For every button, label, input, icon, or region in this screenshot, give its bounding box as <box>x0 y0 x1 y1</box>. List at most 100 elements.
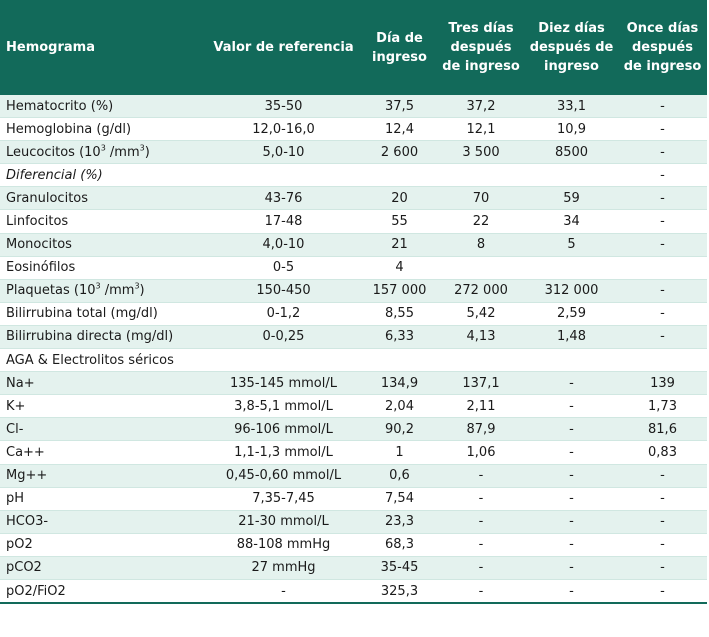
row-label: Cl- <box>0 417 205 442</box>
header-line: de ingreso <box>442 59 520 74</box>
row-label: Diferencial (%) <box>0 163 205 188</box>
cell-reference: 17-48 <box>205 209 362 234</box>
row-label: Granulocitos <box>0 186 205 211</box>
cell-day10: 2,59 <box>525 302 618 326</box>
label-text: ) <box>139 283 145 299</box>
header-line: Once días <box>626 21 699 36</box>
cell-day11 <box>618 348 707 373</box>
cell-day1: 55 <box>362 209 437 234</box>
cell-reference: - <box>205 579 362 605</box>
cell-day1: 12,4 <box>362 117 437 142</box>
label-superscript: 3 <box>134 281 140 291</box>
cell-day11: - <box>618 556 707 580</box>
cell-day1: 0,6 <box>362 464 437 488</box>
cell-day3: - <box>437 533 525 557</box>
cell-day11: - <box>618 233 707 257</box>
cell-day11: 81,6 <box>618 417 707 442</box>
table-row-section: Diferencial (%) - <box>0 163 707 188</box>
cell-day3: 2,11 <box>437 394 525 419</box>
cell-reference: 150-450 <box>205 279 362 303</box>
row-label: pCO2 <box>0 556 205 580</box>
cell-day1: 20 <box>362 186 437 211</box>
row-label: Linfocitos <box>0 209 205 234</box>
cell-reference: 35-50 <box>205 95 362 119</box>
cell-reference: 0,45-0,60 mmol/L <box>205 464 362 488</box>
cell-day3: 12,1 <box>437 117 525 142</box>
cell-day11: - <box>618 464 707 488</box>
cell-day11 <box>618 256 707 280</box>
cell-day1: 7,54 <box>362 487 437 511</box>
table-row-section: AGA & Electrolitos séricos <box>0 348 707 373</box>
table-row: Ca++ 1,1-1,3 mmol/L 1 1,06 - 0,83 <box>0 440 707 465</box>
cell-day11: 0,83 <box>618 440 707 465</box>
cell-day3: - <box>437 579 525 605</box>
row-label: Na+ <box>0 371 205 396</box>
header-line: Diez días <box>538 21 605 36</box>
row-label: Bilirrubina total (mg/dl) <box>0 302 205 326</box>
label-superscript: 3 <box>100 143 106 153</box>
cell-day3: 8 <box>437 233 525 257</box>
cell-reference: 21-30 mmol/L <box>205 510 362 534</box>
cell-day3: 4,13 <box>437 325 525 350</box>
cell-day1: 2 600 <box>362 140 437 165</box>
cell-day10: - <box>525 417 618 442</box>
cell-day3: 1,06 <box>437 440 525 465</box>
row-label: HCO3- <box>0 510 205 534</box>
label-superscript: 3 <box>95 281 101 291</box>
row-label: Hematocrito (%) <box>0 95 205 119</box>
cell-day11: - <box>618 209 707 234</box>
cell-day1: 35-45 <box>362 556 437 580</box>
cell-day3: 5,42 <box>437 302 525 326</box>
cell-day11: - <box>618 325 707 350</box>
cell-day10: 5 <box>525 233 618 257</box>
header-row: Hemograma Valor de referencia Día de ingr… <box>0 0 707 95</box>
label-text: /mm <box>105 144 140 160</box>
cell-day1: 325,3 <box>362 579 437 605</box>
cell-day11: - <box>618 533 707 557</box>
header-line: después <box>632 40 693 55</box>
cell-day1: 90,2 <box>362 417 437 442</box>
cell-day11: - <box>618 510 707 534</box>
row-label: Mg++ <box>0 464 205 488</box>
cell-day10: 312 000 <box>525 279 618 303</box>
row-label: Monocitos <box>0 233 205 257</box>
table-row: HCO3- 21-30 mmol/L 23,3 - - - <box>0 510 707 534</box>
table-row: Eosinófilos 0-5 4 <box>0 256 707 280</box>
cell-day11: 1,73 <box>618 394 707 419</box>
row-label: Leucocitos (103 /mm3) <box>0 140 205 165</box>
header-line: de ingreso <box>623 59 702 74</box>
cell-reference: 1,1-1,3 mmol/L <box>205 440 362 465</box>
cell-reference: 0-5 <box>205 256 362 280</box>
table-row: Bilirrubina directa (mg/dl) 0-0,25 6,33 … <box>0 325 707 350</box>
cell-day11: - <box>618 579 707 605</box>
cell-day1: 8,55 <box>362 302 437 326</box>
table-row: pO2 88-108 mmHg 68,3 - - - <box>0 533 707 557</box>
table-row: Plaquetas (103 /mm3) 150-450 157 000 272… <box>0 279 707 303</box>
table-row: Linfocitos 17-48 55 22 34 - <box>0 209 707 234</box>
cell-reference: 0-0,25 <box>205 325 362 350</box>
cell-day11: - <box>618 186 707 211</box>
cell-day1: 134,9 <box>362 371 437 396</box>
cell-reference <box>205 163 362 188</box>
cell-day10 <box>525 348 618 373</box>
cell-day3: 22 <box>437 209 525 234</box>
cell-day10: 59 <box>525 186 618 211</box>
header-line: después de <box>529 40 614 55</box>
cell-day11: - <box>618 302 707 326</box>
table-row: pO2/FiO2 - 325,3 - - - <box>0 579 707 605</box>
cell-day10: 10,9 <box>525 117 618 142</box>
header-line: ingreso <box>372 49 427 65</box>
table-row: Monocitos 4,0-10 21 8 5 - <box>0 233 707 257</box>
cell-day10: - <box>525 579 618 605</box>
cell-reference: 7,35-7,45 <box>205 487 362 511</box>
row-label: AGA & Electrolitos séricos <box>0 348 205 373</box>
cell-day3 <box>437 256 525 280</box>
cell-day1: 37,5 <box>362 95 437 119</box>
header-line: Día de <box>376 30 423 46</box>
cell-day10: - <box>525 533 618 557</box>
header-once-dias: Once días después de ingreso <box>618 0 707 95</box>
label-text: Leucocitos (10 <box>6 144 101 160</box>
cell-day11: - <box>618 163 707 188</box>
cell-day3: - <box>437 510 525 534</box>
cell-reference: 43-76 <box>205 186 362 211</box>
